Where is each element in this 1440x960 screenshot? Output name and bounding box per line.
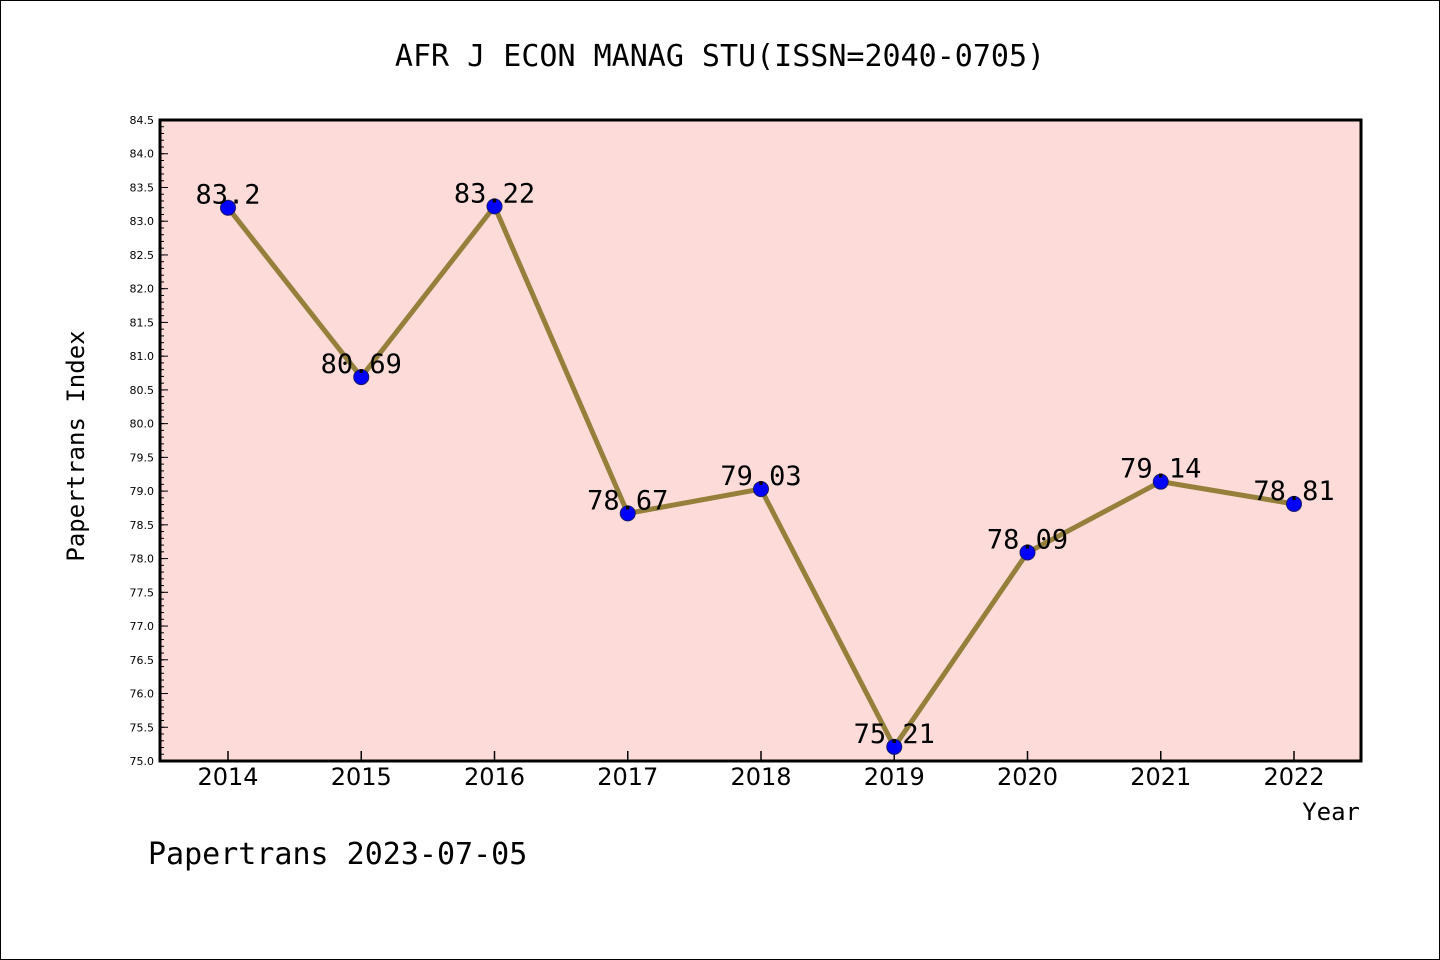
data-label: 78.67	[587, 485, 668, 516]
x-axis-label: Year	[1302, 798, 1360, 826]
y-tick-label: 75.0	[130, 755, 155, 768]
x-tick-label: 2016	[464, 763, 525, 791]
data-label: 83.2	[195, 180, 260, 211]
data-label: 80.69	[321, 349, 402, 380]
x-tick-label: 2015	[331, 763, 392, 791]
x-tick-label: 2018	[730, 763, 791, 791]
chart-title: AFR J ECON MANAG STU(ISSN=2040-0705)	[395, 39, 1045, 74]
y-axis-label: Papertrans Index	[62, 330, 90, 561]
y-tick-label: 81.5	[130, 316, 155, 329]
data-label: 79.03	[720, 461, 801, 492]
y-tick-label: 77.0	[130, 620, 155, 633]
footer-credit: Papertrans 2023-07-05	[148, 837, 527, 872]
y-axis: 75.0 75.5 76.0 76.5 77.0 77.5 78.0 78.5 79.0 79.5…	[130, 114, 168, 768]
y-tick-label: 81.0	[130, 350, 155, 363]
x-tick-label: 2020	[997, 763, 1058, 791]
y-tick-label: 82.0	[130, 283, 155, 296]
x-tick-label: 2021	[1130, 763, 1191, 791]
data-point	[486, 198, 503, 215]
y-tick-label: 78.5	[130, 519, 155, 532]
y-tick-label: 77.5	[130, 586, 155, 599]
y-tick-label: 84.0	[130, 148, 155, 161]
x-tick-label: 2019	[864, 763, 925, 791]
y-tick-label: 78.0	[130, 553, 155, 566]
y-tick-label: 79.0	[130, 485, 155, 498]
data-point	[1286, 495, 1302, 512]
data-label: 79.14	[1120, 454, 1201, 485]
data-point	[886, 738, 903, 755]
x-tick-label: 2017	[597, 763, 658, 791]
data-point	[753, 481, 769, 498]
data-point	[220, 199, 236, 216]
y-tick-label: 83.5	[130, 181, 155, 194]
y-tick-label: 84.5	[130, 114, 155, 127]
plot-area	[158, 118, 1363, 763]
y-tick-label: 82.5	[130, 249, 155, 262]
y-tick-label: 75.5	[130, 721, 155, 734]
data-label: 75.21	[854, 719, 935, 750]
y-tick-label: 76.5	[130, 654, 155, 667]
data-point	[353, 369, 370, 386]
y-tick-label: 80.5	[130, 384, 155, 397]
data-label: 78.09	[987, 525, 1068, 556]
y-tick-label: 80.0	[130, 418, 155, 431]
series-group: 83.2 80.69 83.22 78.67 79.03 75.21 78.09 79.14 7…	[195, 178, 1335, 755]
y-tick-label: 79.5	[130, 451, 155, 464]
data-label: 78.81	[1253, 476, 1334, 507]
x-tick-label: 2014	[197, 763, 258, 791]
data-label: 83.22	[454, 178, 535, 209]
x-axis: 2014 2015 2016 2017 2018 2019 2020 2021 2022	[197, 751, 1325, 791]
data-point	[1152, 473, 1169, 490]
data-point	[619, 505, 636, 522]
x-tick-label: 2022	[1263, 763, 1324, 791]
data-point	[1019, 544, 1036, 561]
y-tick-label: 76.0	[130, 688, 155, 701]
y-tick-label: 83.0	[130, 215, 155, 228]
